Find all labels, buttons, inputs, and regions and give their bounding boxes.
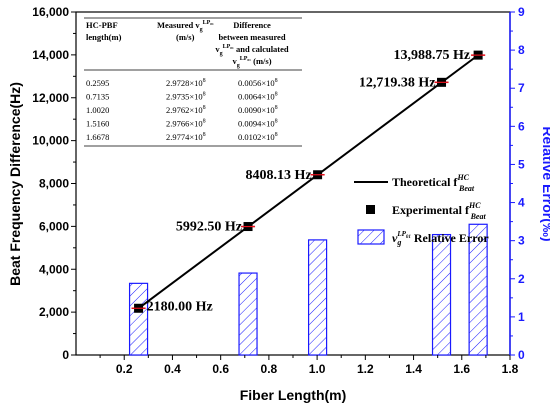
table-header-length: HC-PBF (86, 20, 118, 30)
error-bar (307, 239, 328, 356)
point-annotation: 5992.50 Hz (176, 220, 242, 235)
legend-marker-swatch (366, 205, 375, 214)
right-axis-ticks: 0 1 2 3 4 5 6 7 8 9 (510, 5, 525, 362)
legend-experimental: Experimental fHC Beat (392, 201, 486, 221)
table-cell-length: 0.2595 (86, 78, 109, 88)
left-axis-ticks: 0 2,000 4,000 6,000 8,000 10,000 12,000 14,000 1… (32, 5, 76, 362)
series-group (131, 50, 486, 313)
y-right-tick-label: 9 (518, 5, 525, 19)
table-cell-length: 0.7135 (86, 92, 109, 102)
table-cell-length: 1.5160 (86, 119, 109, 129)
y-right-tick-label: 1 (518, 310, 525, 324)
table-header-diff-2: between measured (218, 32, 285, 42)
table-cell-diff: 0.0090×108 (238, 105, 278, 115)
y-right-tick-label: 6 (518, 119, 525, 133)
error-bar (128, 282, 149, 356)
y-left-tick-label: 14,000 (32, 48, 69, 62)
x-axis-ticks: 0.2 0.4 0.6 0.8 1.0 1.2 1.4 1.6 1.8 (99, 355, 519, 376)
point-annotation: 8408.13 Hz (245, 168, 311, 183)
table-cell-diff: 0.0056×108 (238, 78, 278, 88)
x-tick-label: 0.6 (212, 362, 229, 376)
table-cell-diff: 0.0102×108 (238, 132, 278, 142)
table-cell-measured: 2.9762×108 (166, 105, 206, 115)
table-header-length-2: length(m) (86, 32, 122, 42)
table-cell-measured: 2.9774×108 (166, 132, 206, 142)
y-left-tick-label: 10,000 (32, 134, 69, 148)
table-header-diff-1: Difference (233, 20, 271, 30)
y-left-tick-label: 4,000 (39, 262, 69, 276)
x-tick-label: 1.2 (357, 362, 374, 376)
legend-theoretical: Theoretical fHC Beat (392, 173, 475, 193)
theoretical-line (137, 54, 479, 310)
y-left-tick-label: 2,000 (39, 305, 69, 319)
table-cell-length: 1.6678 (86, 132, 109, 142)
table-cell-measured: 2.9735×108 (166, 92, 206, 102)
y-left-tick-label: 16,000 (32, 5, 69, 19)
table-header-diff-4: vgLP₀₁ (m/s) (232, 56, 271, 69)
table-cell-measured: 2.9728×108 (166, 78, 206, 88)
legend-error: vgLP01 Relative Error (392, 230, 489, 247)
y-left-tick-label: 8,000 (39, 177, 69, 191)
table-header-measured-unit: (m/s) (176, 32, 195, 42)
y-axis-right-label: Relative Error(‰) (540, 126, 550, 241)
table-cell-diff: 0.0094×108 (238, 119, 278, 129)
legend: Theoretical fHC Beat Experimental fHC Beat… (354, 173, 489, 247)
y-right-tick-label: 5 (518, 157, 525, 171)
y-right-tick-label: 0 (518, 348, 525, 362)
error-bar (431, 233, 452, 356)
x-tick-label: 1.4 (405, 362, 422, 376)
annotations-group: 2180.00 Hz 5992.50 Hz 8408.13 Hz 12,719.38 … (147, 48, 471, 314)
legend-bar-swatch (357, 229, 385, 245)
y-right-tick-label: 3 (518, 234, 525, 248)
x-axis-label: Fiber Length(m) (240, 387, 347, 403)
y-right-tick-label: 4 (518, 196, 525, 210)
x-tick-label: 0.4 (164, 362, 181, 376)
x-tick-label: 1.8 (502, 362, 519, 376)
point-annotation: 2180.00 Hz (147, 299, 213, 314)
table-cell-diff: 0.0064×108 (238, 92, 278, 102)
y-right-tick-label: 2 (518, 272, 525, 286)
y-left-tick-label: 12,000 (32, 91, 69, 105)
point-annotation: 13,988.75 Hz (394, 48, 471, 63)
data-table: HC-PBF length(m) Measured vgLP₀₁ (m/s) D… (84, 17, 302, 147)
y-right-tick-label: 7 (518, 81, 525, 95)
point-annotation: 12,719.38 Hz (359, 75, 436, 90)
y-left-tick-label: 6,000 (39, 219, 69, 233)
x-tick-label: 1.6 (453, 362, 470, 376)
x-tick-label: 0.8 (261, 362, 278, 376)
table-rows: 0.2595 2.9728×108 0.0056×108 0.7135 2.9735×1… (86, 78, 278, 142)
x-tick-label: 1.0 (309, 362, 326, 376)
table-cell-length: 1.0020 (86, 105, 109, 115)
y-axis-left-label: Beat Frequency Difference(Hz) (7, 82, 23, 286)
error-bar (468, 223, 488, 356)
x-tick-label: 0.2 (116, 362, 133, 376)
error-bar (238, 272, 258, 356)
y-left-tick-label: 0 (62, 348, 69, 362)
table-cell-measured: 2.9766×108 (166, 119, 206, 129)
y-right-tick-label: 8 (518, 43, 525, 57)
table-header-diff-3: vgLP₀₁ and calculated (215, 44, 289, 57)
